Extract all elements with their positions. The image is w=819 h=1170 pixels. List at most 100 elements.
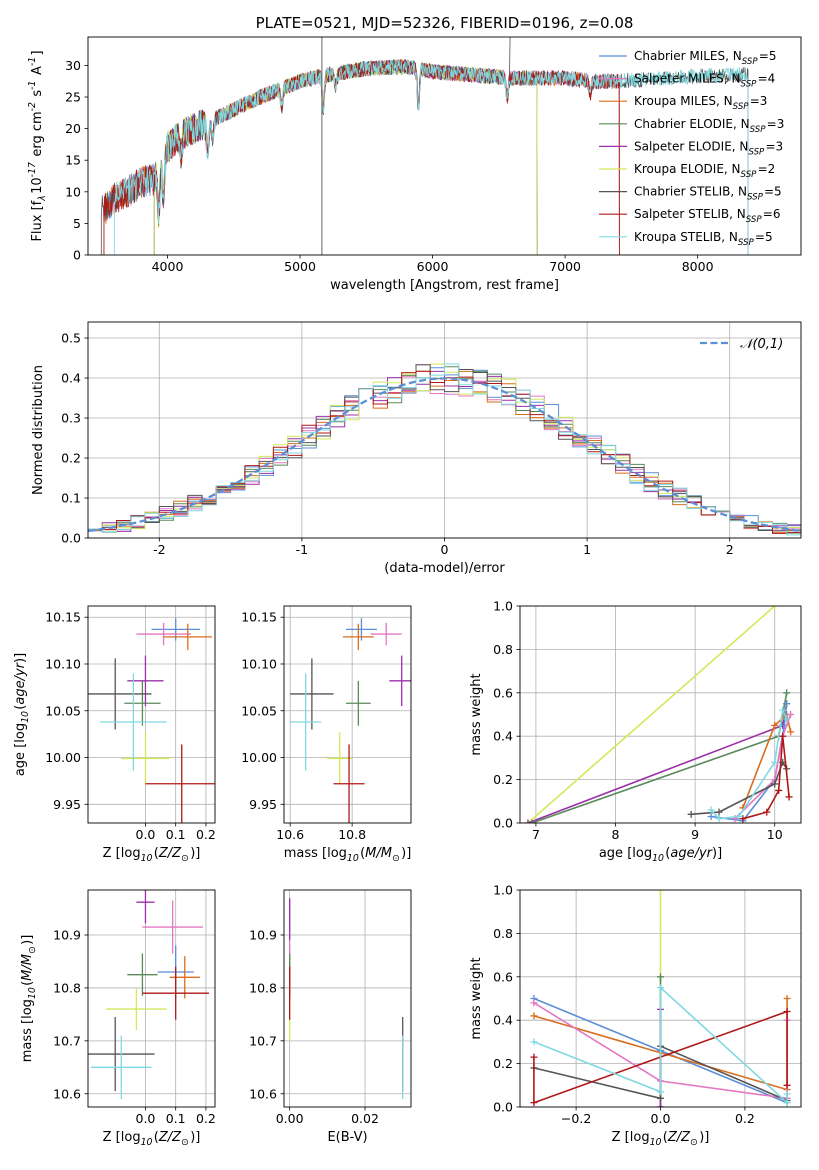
y-tick-label: 30 bbox=[65, 58, 81, 73]
weight-line bbox=[533, 985, 788, 1105]
plot-area bbox=[284, 606, 411, 823]
weight-marker bbox=[657, 984, 664, 992]
y-axis-label: Flux [fλ 10-17 erg cm-2 s-1 A-1 ] bbox=[27, 50, 48, 241]
weight-marker bbox=[779, 706, 787, 714]
errorbar-point bbox=[106, 987, 167, 1031]
errorbar-point bbox=[136, 622, 191, 646]
errorbar-point bbox=[370, 622, 402, 646]
y-tick-label: 25 bbox=[65, 90, 81, 105]
axes-age-vs-Z: 0.0 0.1 0.2 9.95 10.00 10.05 10.10 10.15 Z [log1… bbox=[13, 605, 216, 864]
y-tick-label: 10.05 bbox=[241, 703, 277, 718]
weight-marker bbox=[715, 815, 723, 823]
errorbar-point bbox=[136, 890, 155, 924]
weight-marker bbox=[783, 1081, 791, 1089]
y-tick-label: 0.2 bbox=[61, 451, 81, 466]
y-axis-label: mass weight bbox=[469, 957, 484, 1039]
chart-title: PLATE=0521, MJD=52326, FIBERID=0196, z=0… bbox=[256, 14, 634, 32]
y-tick-label: 10.10 bbox=[45, 656, 81, 671]
weight-marker bbox=[528, 819, 536, 823]
x-tick-label: 0.2 bbox=[735, 1111, 755, 1126]
plot-area bbox=[284, 890, 411, 1107]
x-tick-label: 8 bbox=[612, 827, 620, 842]
weight-marker bbox=[787, 711, 795, 718]
y-tick-label: 0.5 bbox=[61, 331, 81, 346]
x-tick-label: 7 bbox=[532, 827, 540, 842]
errorbar-point bbox=[290, 658, 334, 730]
weight-marker bbox=[707, 812, 715, 820]
errorbar-point bbox=[145, 744, 215, 823]
spectrum-series bbox=[103, 60, 620, 255]
axes-residuals: -2 -1 0 1 2 0.0 0.1 0.2 0.3 0.4 0.5 (data-model)/er… bbox=[31, 321, 802, 576]
x-tick-label: 0.1 bbox=[166, 827, 186, 842]
x-tick-label: 10.6 bbox=[276, 827, 304, 842]
spectrum-series bbox=[114, 59, 749, 255]
plot-area bbox=[520, 890, 801, 1107]
y-tick-label: 0.4 bbox=[61, 371, 81, 386]
legend: 𝒩(0,1) bbox=[700, 337, 783, 352]
y-tick-label: 10.9 bbox=[53, 927, 81, 942]
axes-mass-vs-Z: 0.0 0.1 0.2 10.6 10.7 10.8 10.9 Z [log10 (Z/Z⊙ … bbox=[20, 889, 216, 1148]
y-tick-label: 10.8 bbox=[249, 980, 277, 995]
axes-age-vs-mass: 10.6 10.8 9.95 10.00 10.05 10.10 10.15 mass [lo… bbox=[241, 605, 412, 864]
y-tick-label: 1.0 bbox=[493, 883, 513, 898]
weight-marker bbox=[739, 815, 747, 823]
errorbar-point bbox=[327, 732, 353, 785]
weight-marker bbox=[771, 758, 779, 766]
weight-marker bbox=[657, 1103, 664, 1107]
plot-area bbox=[520, 606, 801, 823]
weight-marker bbox=[783, 1008, 791, 1016]
weight-marker bbox=[779, 732, 787, 740]
weight-marker bbox=[657, 1094, 664, 1102]
errorbar-point bbox=[127, 953, 158, 996]
y-tick-label: 5 bbox=[73, 216, 81, 231]
legend-label: Kroupa ELODIE, NSSP =2 bbox=[634, 162, 775, 180]
errorbar-point bbox=[163, 623, 212, 650]
axes-weight-vs-age: 7 8 9 10 0.0 0.2 0.4 0.6 0.8 1.0 age [log10 (age/y… bbox=[469, 599, 802, 864]
axes-mass-vs-ebv: 0.00 0.02 10.6 10.7 10.8 10.9 E(B-V) bbox=[249, 889, 412, 1145]
weight-marker bbox=[783, 1099, 791, 1107]
errorbar-point bbox=[169, 956, 200, 999]
errorbar-point bbox=[389, 655, 411, 707]
y-axis-label: Normed distribution bbox=[31, 365, 46, 495]
x-axis-label: mass [log10 (M/M⊙ )] bbox=[284, 846, 412, 864]
x-tick-label: 0.02 bbox=[351, 1111, 379, 1126]
legend: Chabrier MILES, NSSP =5 Salpeter MILES, N… bbox=[599, 49, 784, 248]
weight-marker bbox=[775, 786, 783, 794]
weight-line bbox=[531, 692, 788, 823]
plot-area bbox=[88, 890, 215, 1107]
y-axis-label: mass weight bbox=[469, 673, 484, 755]
spectrum-spike bbox=[509, 37, 511, 79]
weight-marker bbox=[530, 1099, 538, 1107]
x-tick-label: 0.2 bbox=[196, 1111, 216, 1126]
x-axis-label: Z [log10 (Z/Z⊙ )] bbox=[103, 1130, 201, 1148]
x-axis-label: (data-model)/error bbox=[384, 561, 505, 576]
x-tick-label: -2 bbox=[153, 542, 165, 557]
spectrum-series bbox=[153, 60, 538, 255]
x-tick-label: 8000 bbox=[682, 259, 714, 274]
errorbar-point bbox=[88, 658, 152, 730]
y-tick-label: 10.05 bbox=[45, 703, 81, 718]
legend-label: Kroupa STELIB, NSSP =5 bbox=[634, 230, 773, 248]
plot-area bbox=[88, 322, 801, 538]
weight-marker bbox=[687, 810, 695, 818]
x-tick-label: 1 bbox=[583, 542, 591, 557]
legend-label: Chabrier STELIB, NSSP =5 bbox=[634, 185, 782, 203]
x-tick-label: 0.0 bbox=[136, 827, 156, 842]
x-tick-label: 7000 bbox=[549, 259, 581, 274]
weight-marker bbox=[530, 1012, 538, 1020]
y-tick-label: 0.2 bbox=[493, 772, 513, 787]
y-tick-label: 10.7 bbox=[53, 1033, 81, 1048]
axes-frame bbox=[283, 889, 412, 1108]
spectrum-series bbox=[100, 59, 749, 255]
x-axis-label: E(B-V) bbox=[327, 1130, 367, 1145]
weight-marker bbox=[783, 1090, 791, 1098]
histogram-series bbox=[88, 363, 801, 538]
weight-marker bbox=[735, 812, 743, 820]
errorbar-point bbox=[88, 1017, 155, 1092]
y-tick-label: 10.15 bbox=[45, 610, 81, 625]
y-tick-label: 20 bbox=[65, 121, 81, 136]
y-tick-label: 1.0 bbox=[493, 599, 513, 614]
x-tick-label: 10.8 bbox=[338, 827, 366, 842]
axes-frame bbox=[87, 889, 216, 1108]
